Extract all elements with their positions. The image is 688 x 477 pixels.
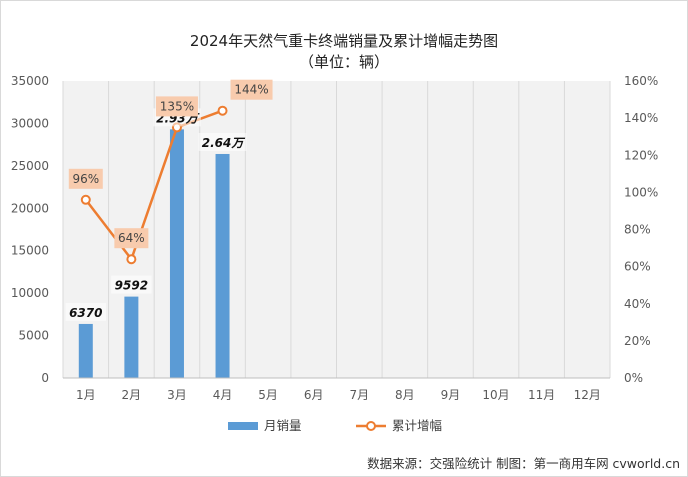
y-right-tick: 0% bbox=[624, 371, 643, 385]
bar-4月 bbox=[215, 153, 230, 378]
y-right-tick: 20% bbox=[624, 334, 651, 348]
bar-1月 bbox=[78, 323, 93, 378]
y-right-tick: 40% bbox=[624, 297, 651, 311]
axes: 0 5000 10000 15000 20000 25000 30000 35000 0% 20%… bbox=[11, 74, 659, 402]
x-tick-2月: 2月 bbox=[122, 388, 142, 402]
x-tick-11月: 11月 bbox=[528, 388, 555, 402]
x-tick-5月: 5月 bbox=[258, 388, 278, 402]
x-tick-8月: 8月 bbox=[395, 388, 415, 402]
x-tick-1月: 1月 bbox=[76, 388, 96, 402]
line-label-bg-3月 bbox=[155, 96, 198, 117]
line-label-bg-4月 bbox=[230, 79, 273, 100]
line-point-4月 bbox=[217, 105, 228, 116]
line-point-1月 bbox=[80, 194, 91, 205]
x-tick-6月: 6月 bbox=[304, 388, 324, 402]
line-label-bg-1月 bbox=[68, 168, 103, 189]
x-tick-3月: 3月 bbox=[167, 388, 187, 402]
x-tick-9月: 9月 bbox=[441, 388, 461, 402]
bar-label-2月: 9592 bbox=[115, 279, 148, 293]
bars bbox=[78, 129, 230, 378]
x-tick-10月: 10月 bbox=[482, 388, 509, 402]
y-left-tick: 5000 bbox=[18, 329, 49, 343]
y-right-tick: 80% bbox=[624, 223, 651, 237]
y-left-tick: 15000 bbox=[11, 244, 49, 258]
line-label-bg-2月 bbox=[114, 228, 149, 249]
y-left-tick: 30000 bbox=[11, 116, 49, 130]
legend: 月销量 累计增幅 bbox=[228, 418, 442, 433]
y-left-tick: 35000 bbox=[11, 74, 49, 88]
legend-swatch-bar bbox=[228, 422, 258, 430]
bar-label-4月: 2.64万 bbox=[202, 136, 246, 150]
legend-label-bar: 月销量 bbox=[264, 418, 302, 433]
y-right-tick: 60% bbox=[624, 260, 651, 274]
bar-3月 bbox=[169, 129, 184, 378]
legend-swatch-marker bbox=[366, 421, 376, 431]
bar-label-1月: 6370 bbox=[69, 306, 102, 320]
x-tick-12月: 12月 bbox=[574, 388, 601, 402]
y-right-tick: 160% bbox=[624, 74, 658, 88]
line-point-2月 bbox=[126, 254, 137, 265]
bar-label-bg-2月 bbox=[111, 275, 152, 294]
y-left-tick: 10000 bbox=[11, 286, 49, 300]
bar-label-bg-4月 bbox=[198, 132, 247, 151]
line-label-2月: 64% bbox=[118, 231, 145, 245]
source-note: 数据来源：交强险统计 制图：第一商用车网 cvworld.cn bbox=[367, 456, 680, 471]
chart-title: 2024年天然气重卡终端销量及累计增幅走势图 bbox=[190, 32, 498, 50]
y-left-tick: 20000 bbox=[11, 201, 49, 215]
y-right-tick: 100% bbox=[624, 185, 658, 199]
y-right-tick: 140% bbox=[624, 111, 658, 125]
line-label-1月: 96% bbox=[72, 172, 99, 186]
y-right-tick: 120% bbox=[624, 148, 658, 162]
legend-label-line: 累计增幅 bbox=[392, 418, 442, 433]
bar-label-bg-1月 bbox=[65, 302, 106, 321]
chart-subtitle: （单位：辆） bbox=[299, 53, 389, 71]
line-label-3月: 135% bbox=[160, 99, 194, 113]
x-tick-7月: 7月 bbox=[349, 388, 369, 402]
y-left-tick: 0 bbox=[41, 371, 49, 385]
x-tick-4月: 4月 bbox=[213, 388, 233, 402]
y-left-tick: 25000 bbox=[11, 159, 49, 173]
bar-2月 bbox=[124, 296, 139, 378]
line-label-4月: 144% bbox=[234, 83, 268, 97]
